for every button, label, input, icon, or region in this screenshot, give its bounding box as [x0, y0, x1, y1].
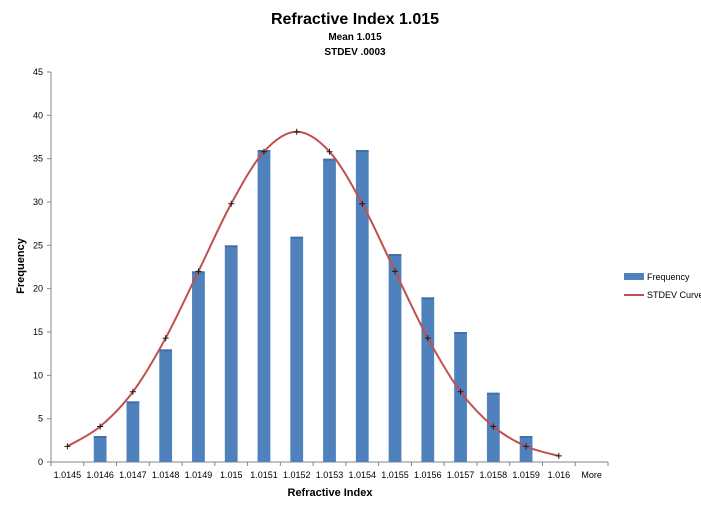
point-marker-stdev-curve [555, 452, 562, 459]
point-marker-stdev-curve [392, 268, 399, 275]
bar-top-shade [519, 436, 533, 438]
point-marker-stdev-curve [260, 148, 267, 155]
x-tick-label: 1.0158 [480, 470, 508, 480]
x-tick-label: 1.0148 [152, 470, 180, 480]
y-tick-label: 15 [33, 327, 43, 337]
x-tick-label: More [581, 470, 602, 480]
bar-top-shade [388, 254, 402, 256]
bar-frequency [421, 297, 435, 462]
chart-subtitle-mean: Mean 1.015 [328, 32, 382, 43]
x-axis-title: Refractive Index [288, 487, 374, 499]
x-tick-label: 1.0151 [250, 470, 278, 480]
y-tick-label: 20 [33, 284, 43, 294]
y-tick-label: 35 [33, 154, 43, 164]
x-tick-label: 1.0153 [316, 470, 344, 480]
y-tick-label: 45 [33, 67, 43, 77]
point-marker-stdev-curve [523, 443, 530, 450]
point-marker-stdev-curve [97, 423, 104, 430]
x-tick-label: 1.0146 [86, 470, 114, 480]
y-tick-label: 0 [38, 457, 43, 467]
bar-top-shade [421, 297, 435, 300]
x-tick-label: 1.0152 [283, 470, 311, 480]
point-marker-stdev-curve [359, 200, 366, 207]
bar-frequency [454, 332, 467, 462]
bar-frequency [93, 436, 107, 462]
bar-frequency [257, 150, 271, 462]
bar-top-shade [355, 150, 369, 152]
legend-swatch-frequency [624, 273, 644, 280]
bar-frequency [290, 236, 304, 462]
bar-top-shade [290, 236, 304, 239]
point-marker-stdev-curve [490, 423, 497, 430]
bar-top-shade [224, 245, 238, 248]
bar-top-shade [159, 349, 173, 352]
y-tick-label: 10 [33, 370, 43, 380]
bar-top-shade [486, 392, 500, 395]
y-tick-label: 25 [33, 240, 43, 250]
x-tick-label: 1.0145 [54, 470, 82, 480]
x-tick-label: 1.0157 [447, 470, 475, 480]
bar-frequency [126, 401, 140, 462]
legend-label-frequency: Frequency [647, 272, 690, 282]
y-tick-label: 5 [38, 414, 43, 424]
x-tick-label: 1.0159 [512, 470, 540, 480]
legend-label-stdev-curve: STDEV Curve [647, 290, 701, 300]
bar-top-shade [454, 332, 467, 334]
bar-frequency [159, 349, 173, 462]
bar-frequency [355, 150, 369, 462]
x-tick-label: 1.016 [548, 470, 571, 480]
y-tick-label: 30 [33, 197, 43, 207]
bar-top-shade [323, 158, 336, 161]
point-marker-stdev-curve [228, 200, 235, 207]
x-tick-label: 1.0147 [119, 470, 147, 480]
line-stdev-curve [66, 130, 560, 457]
point-marker-stdev-curve [162, 335, 169, 342]
bar-frequency [192, 271, 205, 462]
point-marker-stdev-curve [195, 268, 202, 275]
point-marker-stdev-curve [457, 388, 464, 395]
point-marker-stdev-curve [129, 388, 136, 395]
y-axis-title: Frequency [15, 237, 27, 294]
point-marker-stdev-curve [424, 335, 431, 342]
bar-frequency [224, 245, 238, 462]
chart-title: Refractive Index 1.015 [271, 11, 439, 28]
point-marker-stdev-curve [326, 148, 333, 155]
x-tick-label: 1.0155 [381, 470, 409, 480]
bar-frequency [323, 158, 336, 462]
point-marker-stdev-curve [64, 443, 71, 450]
point-marker-stdev-curve [293, 128, 300, 135]
x-tick-label: 1.0149 [185, 470, 213, 480]
x-tick-label: 1.015 [220, 470, 243, 480]
plot-area: 0 5 10 15 20 25 30 35 40 45 1.0145 1.0146 1.0147 1.01… [33, 67, 609, 480]
bar-top-shade [93, 436, 107, 438]
chart-subtitle-stdev: STDEV .0003 [324, 47, 386, 58]
bar-frequency [388, 254, 402, 462]
x-tick-label: 1.0156 [414, 470, 442, 480]
x-tick-label: 1.0154 [348, 470, 376, 480]
bar-top-shade [126, 401, 140, 404]
legend: Frequency STDEV Curve [624, 272, 701, 300]
y-tick-label: 40 [33, 110, 43, 120]
